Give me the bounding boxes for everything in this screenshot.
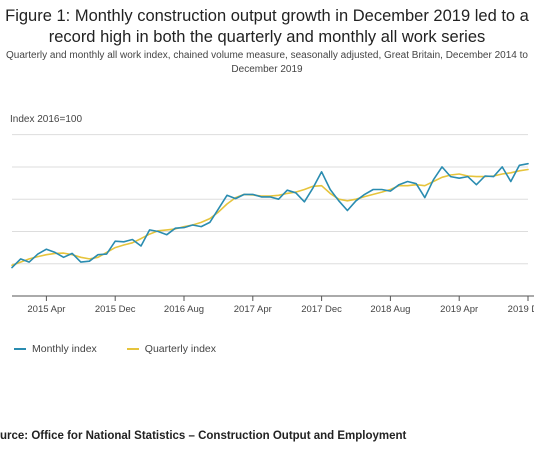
legend-item-quarterly[interactable]: Quarterly index — [126, 343, 216, 355]
x-tick-label-6: 2019 Apr — [440, 304, 478, 315]
x-tick-label-3: 2017 Apr — [234, 304, 272, 315]
gridlines — [12, 134, 528, 265]
x-tick-label-4: 2017 Dec — [301, 304, 342, 315]
legend-swatch-monthly — [14, 348, 26, 350]
legend-label-quarterly: Quarterly index — [144, 343, 216, 355]
chart-title: Figure 1: Monthly construction output gr… — [5, 7, 529, 46]
x-tick-label-1: 2015 Dec — [95, 304, 136, 315]
x-tick-label-5: 2018 Aug — [370, 304, 410, 315]
x-tick-label-2: 2016 Aug — [164, 304, 204, 315]
line-chart: 2015 Apr 2015 Dec 2016 Aug 2017 Apr 2017 Dec… — [11, 134, 534, 315]
series-line-monthly — [11, 162, 529, 269]
legend: Monthly index Quarterly index — [14, 343, 246, 355]
legend-label-monthly: Monthly index — [32, 343, 97, 355]
legend-swatch-quarterly — [126, 348, 139, 350]
chart-series — [11, 162, 529, 269]
y-axis-label: Index 2016=100 — [10, 114, 83, 125]
x-tick-label-7: 2019 Dec — [508, 304, 534, 315]
legend-item-monthly[interactable]: Monthly index — [14, 343, 97, 355]
x-tick-label-0: 2015 Apr — [27, 304, 65, 315]
chart-subtitle: Quarterly and monthly all work index, ch… — [6, 50, 528, 75]
source-note: urce: Office for National Statistics – C… — [0, 430, 407, 442]
x-axis: 2015 Apr 2015 Dec 2016 Aug 2017 Apr 2017 Dec… — [12, 295, 534, 315]
series-line-quarterly — [11, 168, 529, 267]
